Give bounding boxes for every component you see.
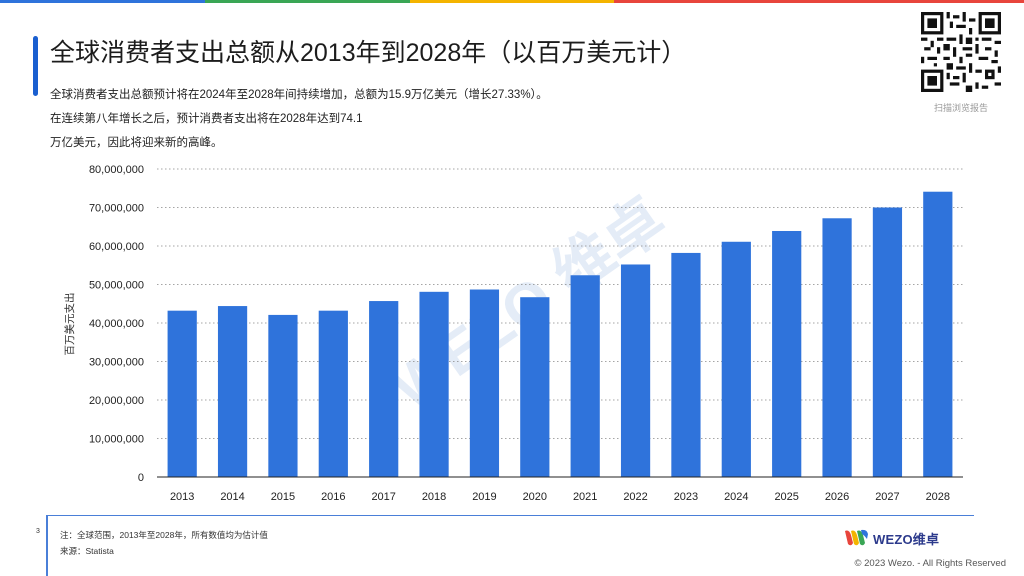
x-tick-label: 2015 [271, 491, 295, 503]
stripe-yellow [409, 0, 615, 3]
qr-code-icon[interactable] [921, 12, 1001, 92]
y-tick-label: 60,000,000 [89, 241, 144, 253]
top-color-stripe [0, 0, 1024, 3]
x-tick-label: 2021 [573, 491, 597, 503]
bar-2019 [469, 289, 500, 477]
wezo-logo-icon [845, 529, 868, 546]
bar-2015 [268, 314, 298, 477]
bar-2028 [923, 191, 953, 477]
x-tick-label: 2014 [220, 491, 244, 503]
y-tick-label: 80,000,000 [89, 164, 144, 176]
bar-2026 [822, 218, 852, 477]
x-tick-label: 2013 [170, 491, 194, 503]
bar-2025 [772, 230, 802, 477]
bar-2022 [620, 264, 651, 477]
bar-2027 [872, 207, 903, 477]
x-tick-label: 2025 [774, 491, 798, 503]
page-number: 3 [36, 528, 40, 535]
x-tick-label: 2022 [623, 491, 647, 503]
bar-2021 [570, 275, 600, 477]
logo-text: WEZO维卓 [873, 531, 940, 547]
stripe-blue [0, 0, 205, 3]
y-tick-label: 50,000,000 [89, 280, 144, 292]
bar-2016 [318, 310, 348, 477]
y-axis-tick-labels: 0 10,000,000 20,000,000 30,000,000 40,000,00… [89, 164, 144, 484]
bar-2014 [217, 306, 248, 477]
y-axis-label: 百万美元支出 [63, 293, 76, 356]
x-tick-label: 2026 [825, 491, 849, 503]
y-tick-label: 10,000,000 [89, 434, 144, 446]
x-tick-label: 2020 [523, 491, 547, 503]
y-tick-label: 40,000,000 [89, 318, 144, 330]
page-title: 全球消费者支出总额从2013年到2028年（以百万美元计） [50, 39, 687, 67]
bar-2013 [167, 310, 197, 477]
bar-2018 [419, 291, 449, 477]
footnote: 注：全球范围，2013年至2028年，所有数值均为估计值 [60, 530, 268, 540]
description-line-2: 在连续第八年增长之后，预计消费者支出将在2028年达到74.1 [50, 113, 363, 125]
y-tick-label: 70,000,000 [89, 203, 144, 215]
x-tick-label: 2023 [674, 491, 698, 503]
description-line-3: 万亿美元，因此将迎来新的高峰。 [50, 137, 223, 149]
footer-accent-bar [46, 515, 48, 576]
y-tick-label: 20,000,000 [89, 395, 144, 407]
bars [167, 191, 953, 477]
x-tick-label: 2028 [926, 491, 950, 503]
bar-2017 [369, 301, 399, 477]
y-tick-label: 30,000,000 [89, 357, 144, 369]
stripe-red-2 [819, 0, 1024, 3]
bar-2024 [721, 241, 751, 477]
x-tick-label: 2016 [321, 491, 345, 503]
x-tick-label: 2019 [472, 491, 496, 503]
copyright: © 2023 Wezo. - All Rights Reserved [854, 558, 1006, 569]
y-tick-label: 0 [138, 472, 144, 484]
description-line-1: 全球消费者支出总额预计将在2024年至2028年间持续增加，总额为15.9万亿美… [50, 89, 548, 101]
x-tick-label: 2024 [724, 491, 748, 503]
x-axis-tick-labels: 2013 2014 2015 2016 2017 2018 2019 2020 2021 2022… [170, 491, 950, 503]
stripe-green [204, 0, 410, 3]
x-tick-label: 2018 [422, 491, 446, 503]
title-accent-bar [33, 36, 38, 96]
bar-2020 [520, 297, 550, 477]
source-note: 来源：Statista [60, 546, 114, 556]
wezo-logo: WEZO维卓 [843, 527, 939, 549]
x-tick-label: 2027 [875, 491, 899, 503]
stripe-red [614, 0, 820, 3]
qr-caption: 扫描浏览报告 [933, 103, 988, 113]
bar-2023 [671, 252, 701, 477]
footer-divider [46, 515, 974, 516]
x-tick-label: 2017 [371, 491, 395, 503]
